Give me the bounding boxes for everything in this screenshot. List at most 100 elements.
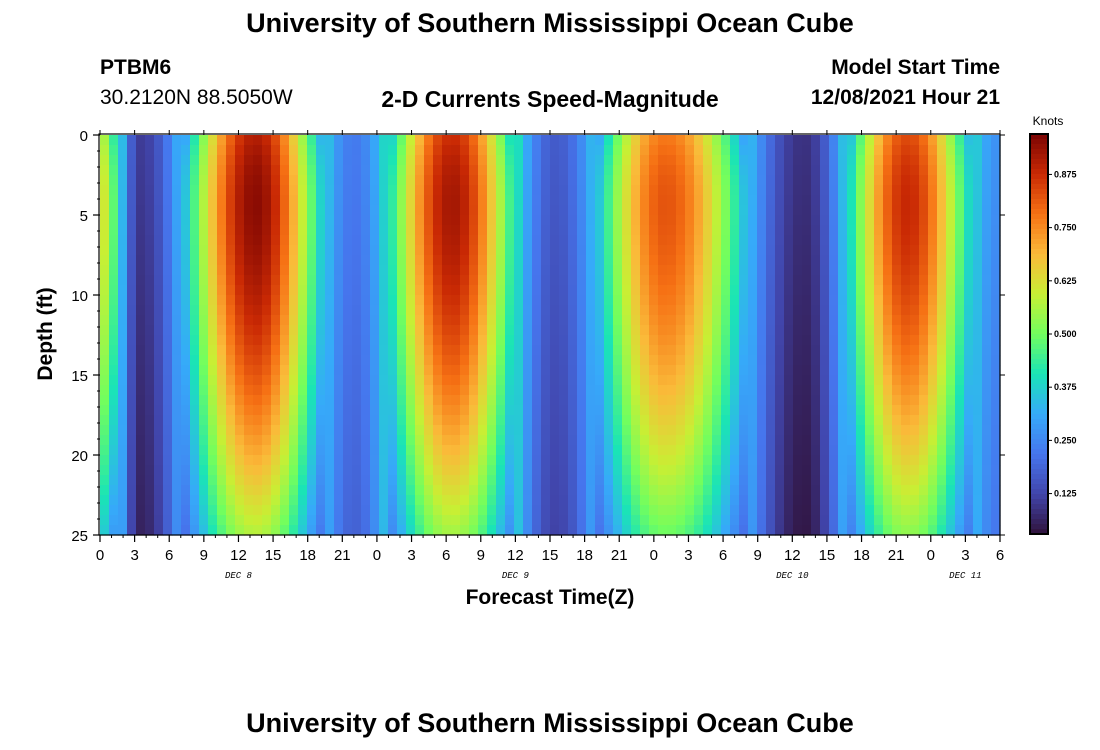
heatmap-cell (937, 175, 947, 186)
heatmap-cell (154, 295, 164, 306)
heatmap-cell (694, 315, 704, 326)
heatmap-cell (613, 245, 623, 256)
heatmap-cell (829, 245, 839, 256)
colorbar-swatch (1030, 314, 1048, 320)
heatmap-cell (955, 375, 965, 386)
heatmap-cell (595, 165, 605, 176)
heatmap-cell (748, 235, 758, 246)
heatmap-cell (406, 195, 416, 206)
heatmap-cell (910, 525, 920, 536)
heatmap-cell (703, 335, 713, 346)
heatmap-cell (694, 405, 704, 416)
heatmap-cell (325, 305, 335, 316)
heatmap-cell (640, 135, 650, 146)
heatmap-cell (748, 155, 758, 166)
heatmap-cell (532, 425, 542, 436)
heatmap-cell (154, 275, 164, 286)
heatmap-cell (712, 515, 722, 526)
heatmap-cell (883, 315, 893, 326)
heatmap-cell (550, 295, 560, 306)
heatmap-cell (550, 325, 560, 336)
heatmap-cell (622, 405, 632, 416)
heatmap-cell (181, 405, 191, 416)
heatmap-cell (370, 265, 380, 276)
heatmap-cell (415, 145, 425, 156)
heatmap-cell (856, 365, 866, 376)
heatmap-cell (793, 305, 803, 316)
heatmap-cell (991, 225, 1001, 236)
heatmap-cell (838, 315, 848, 326)
heatmap-cell (433, 445, 443, 456)
heatmap-cell (631, 175, 641, 186)
heatmap-cell (433, 145, 443, 156)
heatmap-cell (514, 395, 524, 406)
heatmap-cell (523, 165, 533, 176)
colorbar-tick-label: 0.250 (1054, 435, 1077, 445)
heatmap-cell (109, 245, 119, 256)
heatmap-cell (973, 315, 983, 326)
heatmap-cell (964, 175, 974, 186)
heatmap-cell (181, 175, 191, 186)
heatmap-cell (586, 265, 596, 276)
heatmap-cell (865, 135, 875, 146)
heatmap-cell (433, 235, 443, 246)
heatmap-cell (649, 185, 659, 196)
heatmap-cell (100, 495, 110, 506)
heatmap-cell (199, 255, 209, 266)
heatmap-cell (361, 195, 371, 206)
heatmap-cell (793, 265, 803, 276)
heatmap-cell (100, 465, 110, 476)
heatmap-cell (946, 245, 956, 256)
heatmap-cell (487, 185, 497, 196)
heatmap-cell (127, 285, 137, 296)
heatmap-cell (235, 425, 245, 436)
heatmap-cell (865, 195, 875, 206)
heatmap-cell (568, 385, 578, 396)
heatmap-cell (127, 425, 137, 436)
heatmap-cell (478, 445, 488, 456)
heatmap-cell (919, 295, 929, 306)
heatmap-cell (820, 425, 830, 436)
heatmap-cell (280, 195, 290, 206)
heatmap-cell (469, 515, 479, 526)
heatmap-cell (613, 175, 623, 186)
heatmap-cell (973, 195, 983, 206)
heatmap-cell (532, 375, 542, 386)
day-label: DEC 8 (225, 571, 253, 581)
heatmap-cell (442, 475, 452, 486)
heatmap-cell (568, 335, 578, 346)
heatmap-cell (595, 445, 605, 456)
heatmap-cell (910, 205, 920, 216)
heatmap-cell (163, 145, 173, 156)
heatmap-cell (406, 235, 416, 246)
heatmap-cell (271, 405, 281, 416)
heatmap-cell (640, 265, 650, 276)
heatmap-cell (667, 395, 677, 406)
heatmap-cell (946, 305, 956, 316)
heatmap-cell (208, 305, 218, 316)
heatmap-cell (568, 495, 578, 506)
heatmap-cell (820, 335, 830, 346)
heatmap-cell (757, 225, 767, 236)
heatmap-cell (919, 525, 929, 536)
heatmap-cell (379, 255, 389, 266)
x-tick-label: 6 (996, 547, 1004, 564)
heatmap-cell (685, 435, 695, 446)
heatmap-cell (541, 375, 551, 386)
heatmap-cell (919, 185, 929, 196)
heatmap-cell (766, 395, 776, 406)
heatmap-cell (235, 475, 245, 486)
heatmap-cell (721, 515, 731, 526)
heatmap-cell (118, 145, 128, 156)
heatmap-cell (154, 425, 164, 436)
colorbar-swatch (1030, 274, 1048, 280)
heatmap-cell (604, 165, 614, 176)
heatmap-cell (892, 435, 902, 446)
heatmap-cell (361, 325, 371, 336)
heatmap-cell (712, 435, 722, 446)
heatmap-cell (505, 345, 515, 356)
heatmap-cell (109, 145, 119, 156)
heatmap-cell (991, 315, 1001, 326)
heatmap-cell (172, 205, 182, 216)
heatmap-cell (478, 485, 488, 496)
